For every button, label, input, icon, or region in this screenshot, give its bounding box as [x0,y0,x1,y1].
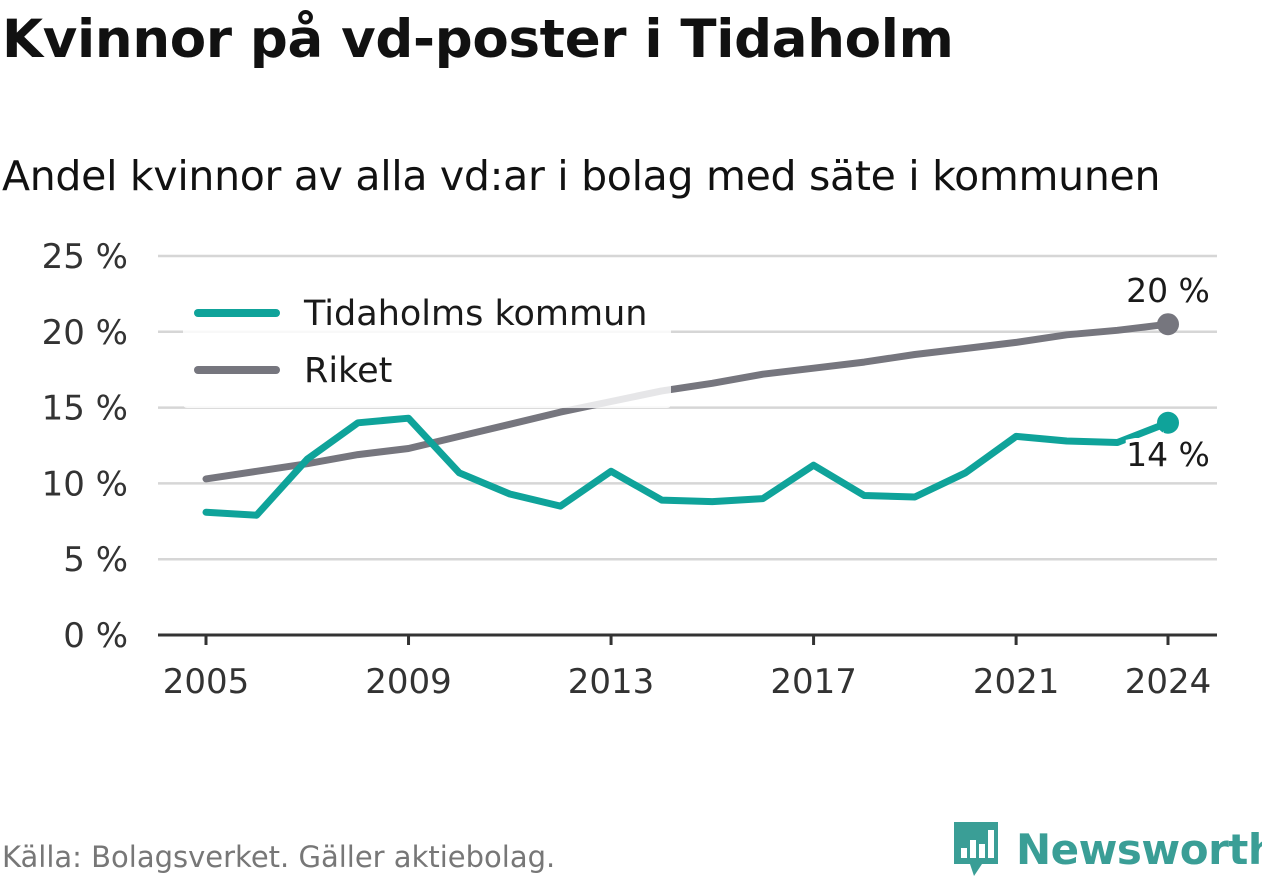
end-label: 14 % [1126,435,1210,474]
x-tick-label: 2013 [568,662,655,702]
series-line-1 [202,320,1172,483]
y-tick-label: 5 % [63,540,128,580]
chart-subtitle: Andel kvinnor av alla vd:ar i bolag med … [2,152,1161,200]
y-tick-label: 15 % [42,389,128,429]
brand-logo[interactable]: Newsworthy [950,818,1262,880]
legend-background [183,284,671,408]
y-tick-label: 0 % [63,616,128,656]
x-tick-label: 2009 [365,662,452,702]
brand-name: Newsworthy [1016,824,1262,874]
legend-label: Tidaholms kommun [303,294,647,334]
legend-label: Riket [304,351,392,391]
x-axis: 2005 2009 2013 2017 2021 2024 [158,633,1217,702]
end-label: 20 % [1126,271,1210,310]
line-chart: 2005 2009 2013 2017 2021 2024 0 % 5 % 10 % 15 % 2… [42,237,1217,702]
legend: Tidaholms kommun Riket [183,284,671,408]
y-tick-label: 10 % [42,464,128,504]
x-tick-label: 2005 [163,662,250,702]
y-axis: 0 % 5 % 10 % 15 % 20 % 25 % [42,237,128,656]
end-marker [1157,313,1179,336]
y-tick-label: 25 % [42,237,128,277]
x-tick-label: 2017 [770,662,857,702]
source-note: Källa: Bolagsverket. Gäller aktiebolag. [2,840,556,874]
series-lines [202,320,1172,519]
end-marker [1157,411,1179,434]
x-tick-label: 2024 [1125,662,1212,702]
y-tick-label: 20 % [42,313,128,353]
bar-chart-logo-icon [954,822,998,876]
series-line-0 [202,414,1172,519]
chart-title: Kvinnor på vd-poster i Tidaholm [2,9,954,70]
x-tick-label: 2021 [973,662,1060,702]
end-markers: 14 % 20 % [1122,271,1214,478]
